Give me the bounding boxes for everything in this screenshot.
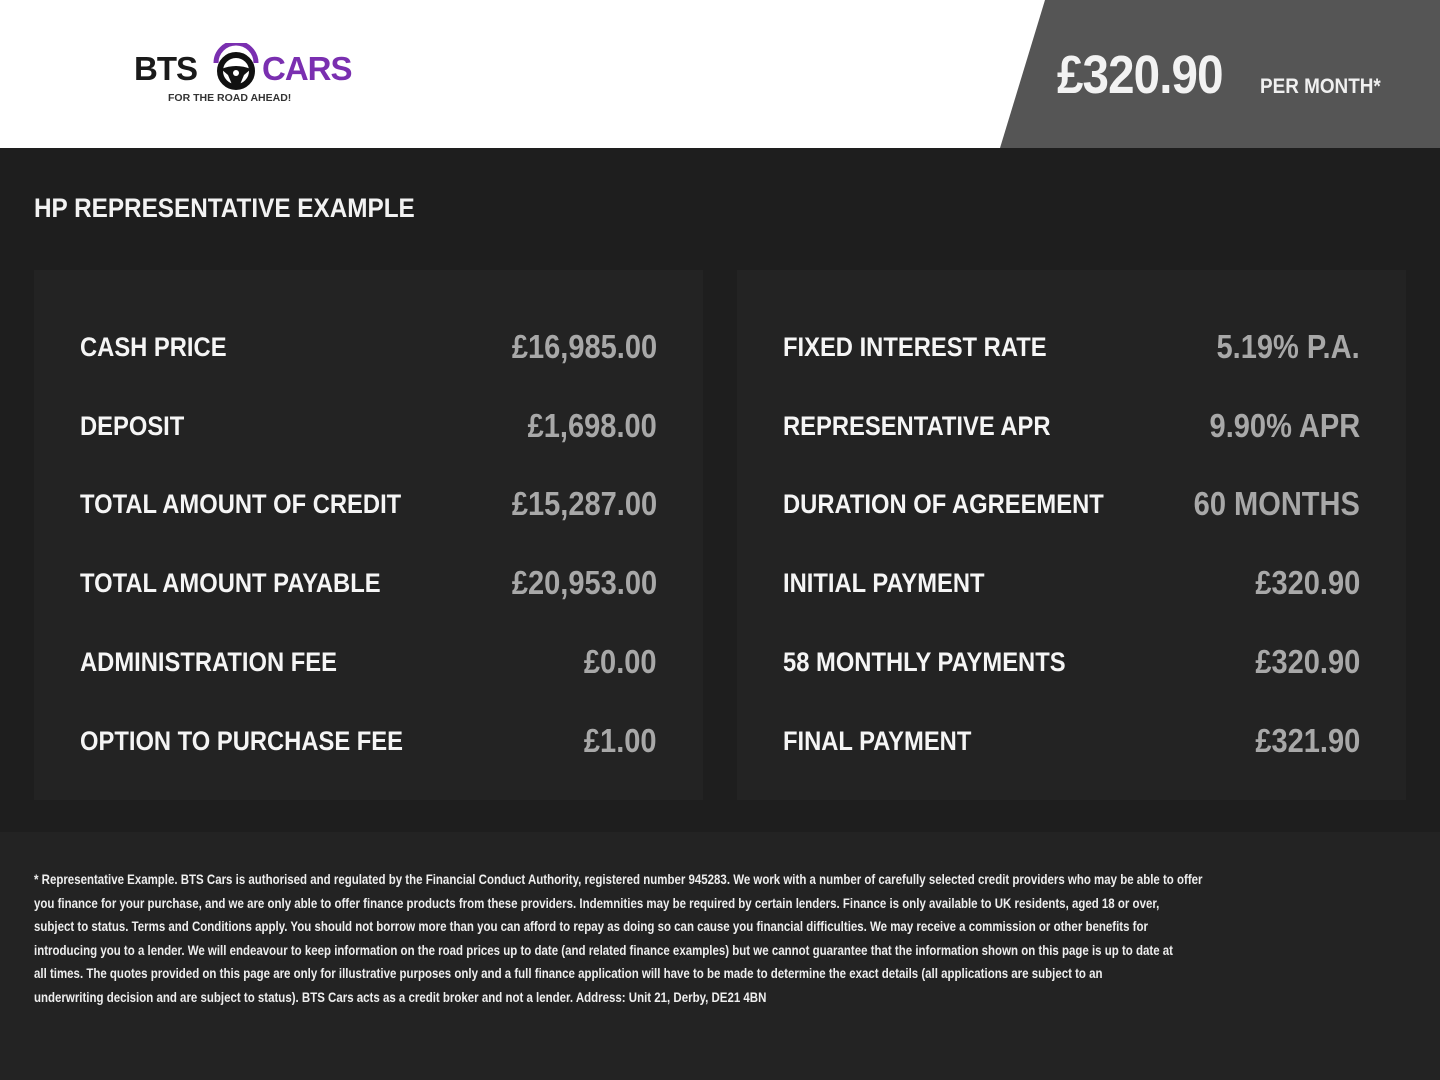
disclaimer-line: subject to status. Terms and Conditions … xyxy=(34,918,1148,935)
row-label: TOTAL AMOUNT OF CREDIT xyxy=(80,489,402,519)
row-value: £20,953.00 xyxy=(511,564,657,601)
finance-row: FINAL PAYMENT £321.90 xyxy=(783,722,1360,762)
row-value: 5.19% P.A. xyxy=(1216,328,1360,365)
row-label: DURATION OF AGREEMENT xyxy=(783,489,1104,519)
row-label: INITIAL PAYMENT xyxy=(783,568,985,598)
row-value: £321.90 xyxy=(1255,722,1360,759)
row-label: 58 MONTHLY PAYMENTS xyxy=(783,647,1066,677)
row-label: CASH PRICE xyxy=(80,332,227,362)
finance-row: TOTAL AMOUNT OF CREDIT £15,287.00 xyxy=(80,485,657,525)
section-title: HP REPRESENTATIVE EXAMPLE xyxy=(34,193,415,223)
finance-row: DEPOSIT £1,698.00 xyxy=(80,407,657,447)
disclaimer-line: you finance for your purchase, and we ar… xyxy=(34,894,1160,911)
finance-row: REPRESENTATIVE APR 9.90% APR xyxy=(783,407,1360,447)
per-month-label: PER MONTH* xyxy=(1260,75,1381,98)
row-label: DEPOSIT xyxy=(80,411,185,441)
finance-row: DURATION OF AGREEMENT 60 MONTHS xyxy=(783,485,1360,525)
row-label: REPRESENTATIVE APR xyxy=(783,411,1051,441)
disclaimer-line: introducing you to a lender. We will end… xyxy=(34,941,1174,958)
finance-row: 58 MONTHLY PAYMENTS £320.90 xyxy=(783,643,1360,683)
disclaimer-line: all times. The quotes provided on this p… xyxy=(34,965,1103,982)
row-value: £0.00 xyxy=(584,643,657,680)
steering-wheel-icon xyxy=(213,43,259,90)
row-label: TOTAL AMOUNT PAYABLE xyxy=(80,568,381,598)
row-label: FINAL PAYMENT xyxy=(783,726,972,756)
finance-row: OPTION TO PURCHASE FEE £1.00 xyxy=(80,722,657,762)
bts-cars-logo[interactable]: BTS CARS FOR THE ROAD AHEAD! xyxy=(134,40,354,110)
disclaimer-text: * Representative Example. BTS Cars is au… xyxy=(34,868,1440,1010)
row-value: £15,287.00 xyxy=(511,485,657,522)
monthly-price-banner xyxy=(1000,0,1440,148)
finance-panel-left: CASH PRICE £16,985.00 DEPOSIT £1,698.00 TO… xyxy=(34,270,703,800)
finance-row: TOTAL AMOUNT PAYABLE £20,953.00 xyxy=(80,564,657,604)
row-value: 9.90% APR xyxy=(1209,407,1360,444)
finance-panel-right: FIXED INTEREST RATE 5.19% P.A. REPRESENTA… xyxy=(737,270,1406,800)
logo-text-bts: BTS xyxy=(134,50,198,87)
finance-row: FIXED INTEREST RATE 5.19% P.A. xyxy=(783,328,1360,368)
row-label: FIXED INTEREST RATE xyxy=(783,332,1047,362)
row-value: £320.90 xyxy=(1255,643,1360,680)
finance-row: CASH PRICE £16,985.00 xyxy=(80,328,657,368)
row-label: ADMINISTRATION FEE xyxy=(80,647,337,677)
row-value: £16,985.00 xyxy=(511,328,657,365)
row-value: £1,698.00 xyxy=(527,407,657,444)
monthly-price: £320.90 xyxy=(1057,45,1223,105)
logo-tagline: FOR THE ROAD AHEAD! xyxy=(168,92,292,104)
disclaimer-line: * Representative Example. BTS Cars is au… xyxy=(34,871,1203,887)
row-label: OPTION TO PURCHASE FEE xyxy=(80,726,404,756)
row-value: 60 MONTHS xyxy=(1193,485,1360,522)
footer xyxy=(0,832,1440,1080)
finance-row: INITIAL PAYMENT £320.90 xyxy=(783,564,1360,604)
disclaimer-line: underwriting decision and are subject to… xyxy=(34,988,767,1005)
finance-row: ADMINISTRATION FEE £0.00 xyxy=(80,643,657,683)
row-value: £1.00 xyxy=(584,722,657,759)
row-value: £320.90 xyxy=(1255,564,1360,601)
logo-text-cars: CARS xyxy=(262,50,353,87)
